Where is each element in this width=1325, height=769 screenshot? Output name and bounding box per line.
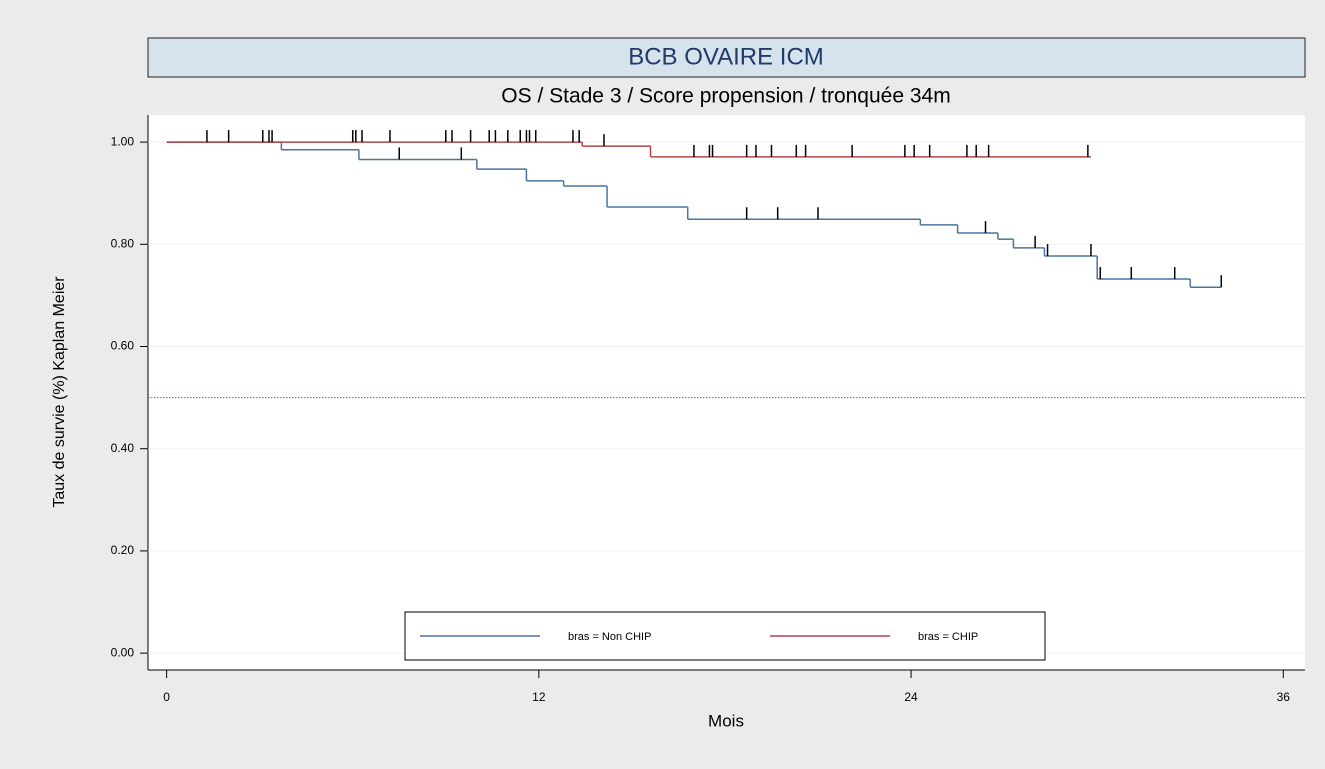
- y-tick-label: 0.00: [111, 645, 135, 659]
- legend-label: bras = CHIP: [918, 631, 978, 643]
- x-axis-title: Mois: [708, 711, 744, 730]
- y-tick-label: 0.60: [111, 339, 135, 353]
- y-tick-label: 0.20: [111, 543, 135, 557]
- x-tick-label: 12: [532, 690, 546, 704]
- chart-title: BCB OVAIRE ICM: [628, 43, 824, 70]
- chart-subtitle: OS / Stade 3 / Score propension / tronqu…: [501, 85, 950, 108]
- title-box: [147, 37, 1306, 78]
- plot-area: [148, 115, 1305, 670]
- x-tick-label: 0: [163, 690, 170, 704]
- y-tick-label: 0.80: [111, 236, 135, 250]
- y-axis-title: Taux de survie (%) Kaplan Meier: [51, 276, 68, 508]
- legend-label: bras = Non CHIP: [568, 631, 651, 643]
- y-tick-label: 0.40: [111, 441, 135, 455]
- x-tick-label: 24: [904, 690, 918, 704]
- y-tick-label: 1.00: [111, 134, 135, 148]
- x-tick-label: 36: [1277, 690, 1291, 704]
